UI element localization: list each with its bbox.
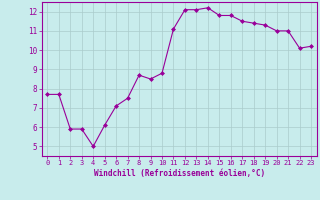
X-axis label: Windchill (Refroidissement éolien,°C): Windchill (Refroidissement éolien,°C) (94, 169, 265, 178)
